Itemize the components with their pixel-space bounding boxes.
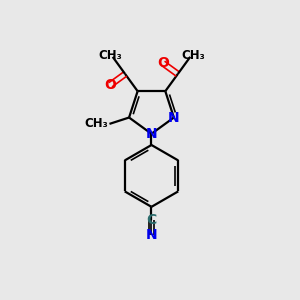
Text: CH₃: CH₃ — [84, 117, 108, 130]
Text: O: O — [104, 78, 116, 92]
Text: CH₃: CH₃ — [181, 49, 205, 62]
Text: N: N — [146, 228, 157, 242]
Text: O: O — [157, 56, 169, 70]
Text: N: N — [146, 127, 157, 141]
Text: CH₃: CH₃ — [98, 49, 122, 62]
Text: N: N — [168, 110, 180, 124]
Text: C: C — [146, 213, 157, 227]
